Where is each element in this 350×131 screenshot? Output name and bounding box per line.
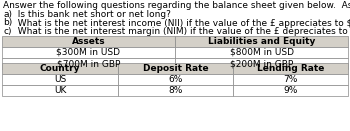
- Text: Country: Country: [40, 64, 80, 73]
- Text: Liabilities and Equity: Liabilities and Equity: [208, 37, 315, 46]
- Text: Answer the following questions regarding the balance sheet given below.  Assume : Answer the following questions regarding…: [3, 1, 350, 10]
- Text: US: US: [54, 75, 66, 84]
- Text: c): c): [3, 27, 12, 36]
- Text: b): b): [3, 18, 12, 28]
- Bar: [175, 47, 348, 58]
- Bar: [2, 36, 175, 47]
- Bar: [233, 63, 348, 74]
- Text: Is this bank net short or net long?: Is this bank net short or net long?: [12, 10, 171, 19]
- Bar: [2, 47, 175, 58]
- Text: $300M in USD: $300M in USD: [56, 48, 120, 57]
- Text: 7%: 7%: [283, 75, 298, 84]
- Bar: [118, 63, 233, 74]
- Bar: [175, 36, 348, 47]
- Text: $800M in USD: $800M in USD: [230, 48, 294, 57]
- Text: Assets: Assets: [72, 37, 105, 46]
- Text: 6%: 6%: [168, 75, 183, 84]
- Text: Deposit Rate: Deposit Rate: [143, 64, 208, 73]
- Text: 8%: 8%: [168, 86, 183, 95]
- Text: What is the net interest margin (NIM) if the value of the £ depreciates to $1.15: What is the net interest margin (NIM) if…: [12, 27, 350, 36]
- Bar: [118, 74, 233, 85]
- Bar: [233, 74, 348, 85]
- Text: 9%: 9%: [283, 86, 298, 95]
- Text: What is the net interest income (NII) if the value of the £ appreciates to $1.65: What is the net interest income (NII) if…: [12, 18, 350, 28]
- Bar: [2, 85, 118, 96]
- Text: $200M in GBP: $200M in GBP: [230, 59, 293, 68]
- Text: $700M in GBP: $700M in GBP: [57, 59, 120, 68]
- Bar: [233, 85, 348, 96]
- Text: UK: UK: [54, 86, 66, 95]
- Bar: [175, 58, 348, 69]
- Bar: [2, 74, 118, 85]
- Text: a): a): [3, 10, 12, 19]
- Text: Lending Rate: Lending Rate: [257, 64, 324, 73]
- Bar: [2, 63, 118, 74]
- Bar: [2, 58, 175, 69]
- Bar: [118, 85, 233, 96]
